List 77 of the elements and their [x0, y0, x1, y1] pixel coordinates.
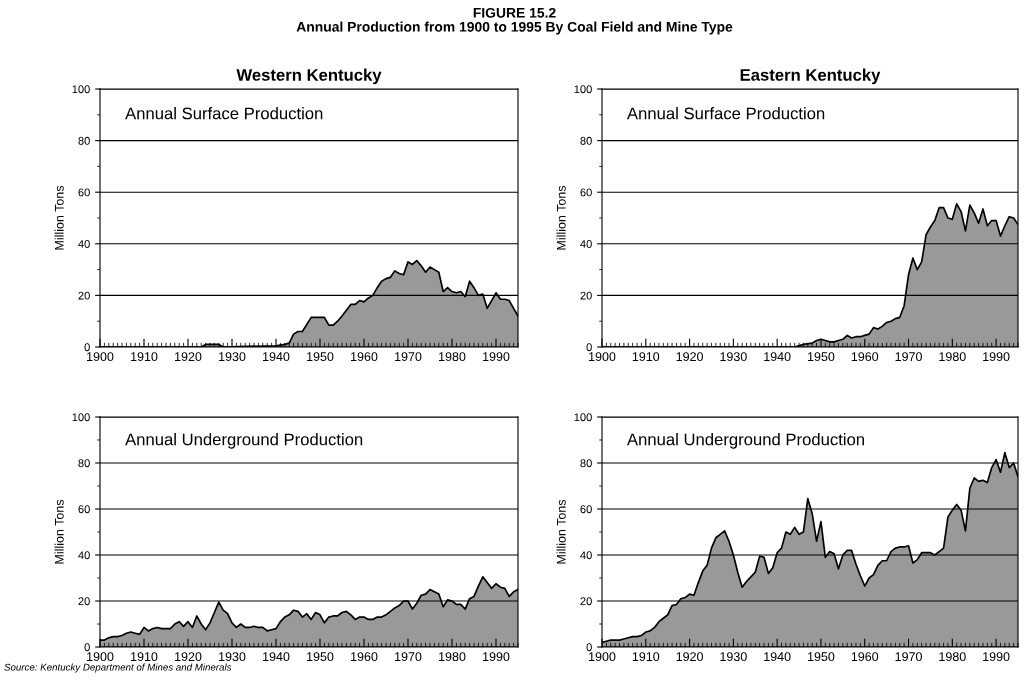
x-tick-label: 1990 — [983, 352, 1010, 362]
y-tick-label: 40 — [580, 240, 592, 248]
y-tick-label: 60 — [78, 505, 90, 514]
x-tick-label: 1940 — [764, 652, 791, 662]
x-tick-label: 1910 — [131, 352, 158, 362]
x-tick-label: 1970 — [895, 652, 922, 662]
x-tick-label: 1930 — [720, 652, 747, 662]
y-tick-label: 20 — [580, 291, 592, 300]
y-tick-label: 100 — [574, 85, 592, 94]
y-tick-label: 20 — [78, 291, 90, 300]
x-tick-label: 1960 — [851, 352, 879, 362]
x-tick-label: 1970 — [395, 652, 422, 662]
y-tick-label: 20 — [580, 597, 592, 606]
source-note: Source: Kentucky Department of Mines and Minerals — [4, 663, 232, 673]
x-tick-label: 1960 — [351, 352, 378, 362]
y-axis-title: Million Tons — [54, 185, 64, 250]
x-tick-label: 1900 — [87, 352, 114, 362]
y-tick-label: 0 — [84, 643, 90, 652]
annotation: Annual Underground Production — [626, 433, 864, 449]
y-axis-title: Million Tons — [556, 185, 566, 250]
annotation: Annual Surface Production — [125, 107, 323, 120]
chart-title: Western Kentucky — [236, 68, 382, 85]
x-tick-label: 1910 — [131, 652, 158, 662]
y-tick-label: 40 — [78, 551, 90, 560]
y-tick-label: 60 — [580, 188, 592, 197]
caption: FIGURE 15.2 — [473, 7, 556, 18]
x-tick-label: 1910 — [632, 652, 660, 662]
x-tick-label: 1990 — [483, 352, 510, 362]
x-tick-label: 1950 — [808, 352, 835, 362]
x-tick-label: 1990 — [983, 652, 1010, 662]
y-tick-label: 80 — [580, 136, 592, 145]
y-tick-label: 80 — [78, 459, 90, 468]
x-tick-label: 1970 — [395, 352, 422, 362]
annotation: Annual Underground Production — [125, 433, 363, 449]
x-tick-label: 1950 — [307, 652, 334, 662]
x-tick-label: 1960 — [351, 652, 378, 662]
x-tick-label: 1960 — [851, 652, 879, 662]
x-tick-label: 1920 — [175, 652, 202, 662]
y-tick-label: 20 — [78, 597, 90, 606]
x-tick-label: 1900 — [589, 652, 616, 662]
x-tick-label: 1900 — [589, 352, 616, 362]
x-tick-label: 1940 — [263, 652, 290, 662]
y-tick-label: 0 — [84, 343, 90, 352]
y-tick-label: 100 — [574, 413, 592, 422]
y-tick-label: 60 — [78, 188, 90, 197]
x-tick-label: 1920 — [175, 352, 202, 362]
x-tick-label: 1940 — [263, 352, 290, 362]
y-tick-label: 0 — [586, 343, 592, 352]
x-tick-label: 1920 — [676, 652, 703, 662]
x-tick-label: 1920 — [676, 352, 703, 362]
y-axis-title: Million Tons — [54, 499, 64, 564]
y-tick-label: 80 — [78, 136, 90, 145]
x-tick-label: 1980 — [439, 652, 466, 662]
x-tick-label: 1950 — [808, 652, 835, 662]
text: Annual Production from 1900 to 1995 By Coal Field and Mine Type — [296, 21, 733, 35]
y-tick-label: 0 — [586, 643, 592, 652]
y-tick-label: 100 — [72, 413, 90, 422]
x-tick-label: 1930 — [219, 352, 246, 362]
chart-title: Eastern Kentucky — [740, 68, 881, 85]
x-tick-label: 1910 — [632, 352, 660, 362]
x-tick-label: 1930 — [219, 652, 246, 662]
y-tick-label: 60 — [580, 505, 592, 514]
y-axis-title: Million Tons — [556, 499, 566, 564]
x-tick-label: 1950 — [307, 352, 334, 362]
y-tick-label: 40 — [78, 240, 90, 248]
x-tick-label: 1930 — [720, 352, 747, 362]
x-tick-label: 1980 — [939, 352, 966, 362]
x-tick-label: 1980 — [439, 352, 466, 362]
x-tick-label: 1990 — [483, 652, 510, 662]
x-tick-label: 1900 — [87, 652, 114, 662]
y-tick-label: 80 — [580, 459, 592, 468]
annotation: Annual Surface Production — [626, 107, 825, 120]
x-tick-label: 1970 — [895, 352, 922, 362]
y-tick-label: 40 — [580, 551, 592, 560]
x-tick-label: 1980 — [939, 652, 966, 662]
y-tick-label: 100 — [72, 85, 90, 94]
x-tick-label: 1940 — [764, 352, 791, 362]
